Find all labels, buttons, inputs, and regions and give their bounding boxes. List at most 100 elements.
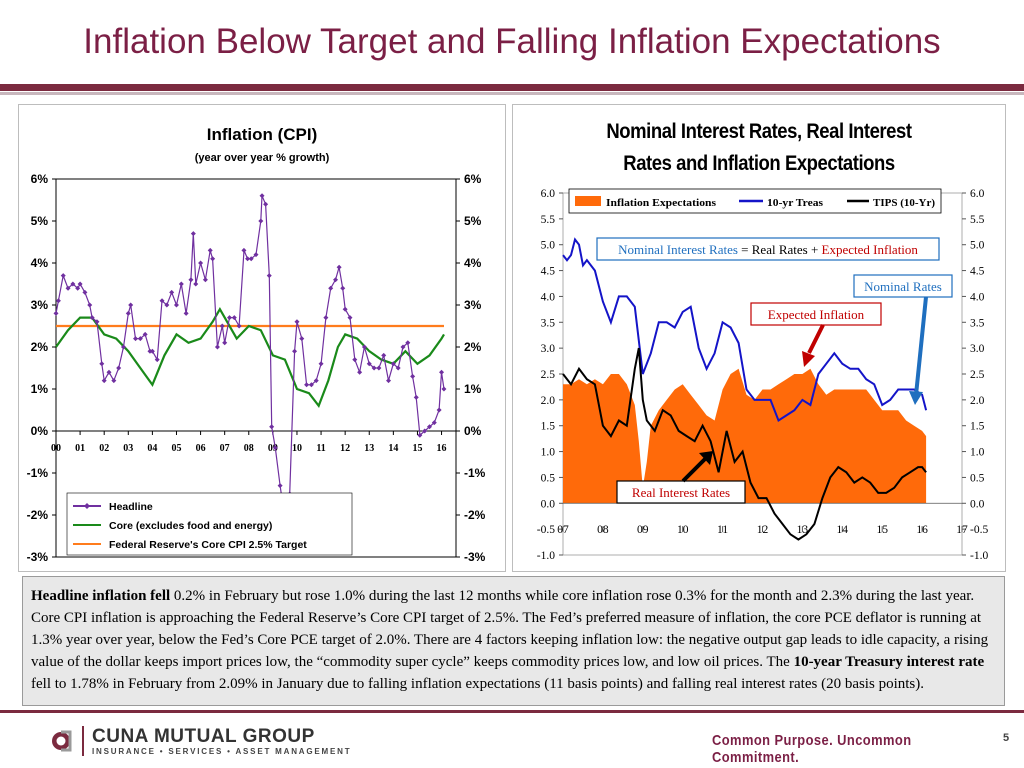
rates-y-tick-label-right: 1.5 [970,421,985,433]
nominal-rates-arrowhead-icon [909,391,923,405]
cpi-headline-point [266,273,272,279]
cpi-headline-point [381,352,387,358]
real-rates-callout-box [616,480,746,504]
cpi-x-tick-label: 00 [51,443,61,454]
equation-nominal: Nominal Interest Rates [618,242,738,257]
expected-inflation-arrow [807,324,825,354]
cpi-headline-point [222,340,228,346]
rates-y-tick-label-left: 6.0 [541,188,556,200]
cpi-x-tick-label: 14 [388,443,398,454]
cpi-x-tick-label: 03 [123,443,133,454]
cpi-headline-point [292,348,298,354]
cpi-headline-point [371,365,377,371]
cpi-headline-point [323,315,329,321]
cpi-headline-point [70,281,76,287]
logo-name: CUNA MUTUAL GROUP [92,725,315,747]
cpi-headline-point [101,378,107,384]
cpi-headline-point [178,281,184,287]
cpi-y-tick-label-left: 2% [31,340,49,354]
cpi-y-tick-label-right: 4% [464,256,482,270]
cpi-y-tick-label-left: 5% [31,214,49,228]
rates-y-tick-label-right: 3.0 [970,343,985,355]
cpi-y-tick-label-right: -1% [464,466,486,480]
cpi-headline-point [304,382,310,388]
cpi-headline-point [60,273,66,279]
cpi-headline-point [55,298,61,304]
rates-y-tick-label-right: -1.0 [970,550,988,562]
cpi-x-tick-label: 06 [196,443,206,454]
rates-y-tick-label-left: 0.0 [541,498,556,510]
commentary-text-2: fell to 1.78% in February from 2.09% in … [31,676,924,692]
cpi-headline-point [253,252,259,258]
cpi-x-tick-label: 05 [171,443,181,454]
rates-y-tick-label-left: 0.5 [541,472,556,484]
cpi-headline-point [116,365,122,371]
cpi-headline-point [439,369,445,375]
rates-x-tick-label: 12 [757,524,769,536]
rates-y-tick-label-right: 4.0 [970,291,985,303]
rates-tips-line [562,347,927,541]
cpi-y-tick-label-left: -1% [27,466,49,480]
rates-y-tick-label-right: 0.0 [970,498,985,510]
cpi-headline-point [395,365,401,371]
cpi-headline-point [340,285,346,291]
rates-x-tick-label: 16 [916,524,928,536]
rates-y-tick-label-left: 3.5 [541,317,556,329]
cpi-headline-point [169,289,175,295]
rates-y-tick-label-left: 2.0 [541,395,556,407]
cpi-legend-marker [84,503,90,509]
cpi-headline-point [400,344,406,350]
cpi-chart: 6% 6% 5% 5% 4% 4% 3% 3% 2% 2% 1% 1% 0% 0% -1% -1% -2% -2%… [27,172,486,564]
cpi-legend-label: Federal Reserve's Core CPI 2.5% Target [109,539,307,551]
rates-y-tick-label-left: 4.0 [541,291,556,303]
cpi-x-tick-label: 11 [316,443,325,454]
cpi-headline-point [259,193,265,199]
rates-legend-label: Inflation Expectations [606,197,717,209]
rates-x-tick-label: 14 [837,524,849,536]
cpi-headline-point [120,344,126,350]
equation-expected: Expected Inflation [822,242,919,257]
rates-chart: 6.0 6.0 5.5 5.5 5.0 5.0 4.5 4.5 4.0 4.0 3.5 3.5 3.0 3… [537,188,989,562]
cpi-headline-point [258,218,264,224]
cpi-headline-point [159,298,165,304]
rates-y-tick-label-left: 2.5 [541,369,556,381]
cpi-headline-point [313,378,319,384]
rates-equation-box [596,237,940,261]
cpi-headline-point [336,264,342,270]
cpi-y-tick-label-right: -3% [464,550,486,564]
cpi-headline-point [183,310,189,316]
cpi-headline-point [207,247,213,253]
cpi-headline-point [328,285,334,291]
rates-x-tick-label: 08 [597,524,609,536]
real-rates-arrowhead-icon [699,451,713,465]
cpi-headline-point [357,369,363,375]
cpi-headline-point [263,201,269,207]
rates-chart-title-line1: Nominal Interest Rates, Real Interest [606,120,912,143]
cpi-headline-point [231,315,237,321]
rates-x-tick-label: 07 [557,524,569,536]
cpi-headline-point [99,361,105,367]
cpi-x-tick-label: 07 [220,443,230,454]
cpi-headline-point [318,361,324,367]
cpi-headline-point [198,260,204,266]
cpi-headline-point [417,432,423,438]
cpi-x-tick-label: 04 [147,443,157,454]
expected-inflation-callout-box [750,302,882,326]
cpi-headline-point [77,281,83,287]
cpi-x-tick-label: 02 [99,443,109,454]
cpi-x-tick-label: 12 [340,443,350,454]
cpi-headline-point [410,373,416,379]
slide-title: Inflation Below Target and Falling Infla… [83,22,941,61]
cpi-y-tick-label-right: 6% [464,172,482,186]
rates-legend-swatch-area [575,196,601,206]
rates-y-tick-label-right: -0.5 [970,524,988,536]
cpi-y-tick-label-left: 0% [31,424,49,438]
rates-y-tick-label-left: -1.0 [537,550,555,562]
cpi-y-tick-label-left: 6% [31,172,49,186]
rates-x-tick-label: 15 [876,524,888,536]
rates-x-tick-label: 13 [797,524,809,536]
cpi-y-tick-label-right: 0% [464,424,482,438]
cpi-headline-point [82,289,88,295]
nominal-rates-callout-box [853,274,953,298]
cpi-plot-area [55,178,457,558]
